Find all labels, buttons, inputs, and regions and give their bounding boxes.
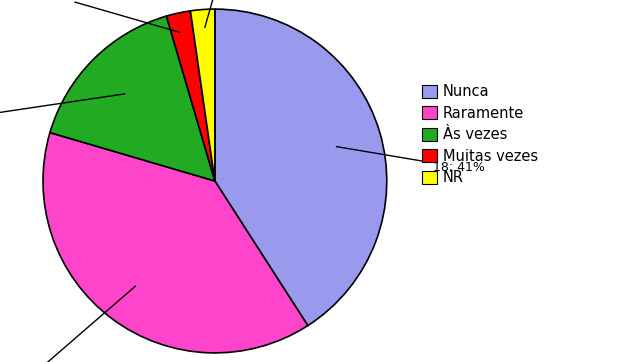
Text: 7; 16%: 7; 16% — [0, 94, 125, 127]
Legend: Nunca, Raramente, Às vezes, Muitas vezes, NR: Nunca, Raramente, Às vezes, Muitas vezes… — [418, 80, 542, 190]
Text: 1, 2%: 1, 2% — [33, 0, 180, 33]
Wedge shape — [43, 132, 308, 353]
Wedge shape — [190, 9, 215, 181]
Wedge shape — [215, 9, 387, 325]
Wedge shape — [166, 11, 215, 181]
Wedge shape — [50, 16, 215, 181]
Text: 18; 41%: 18; 41% — [336, 147, 485, 174]
Text: 1; 2%: 1; 2% — [205, 0, 250, 28]
Text: 17; 39%: 17; 39% — [0, 286, 135, 362]
